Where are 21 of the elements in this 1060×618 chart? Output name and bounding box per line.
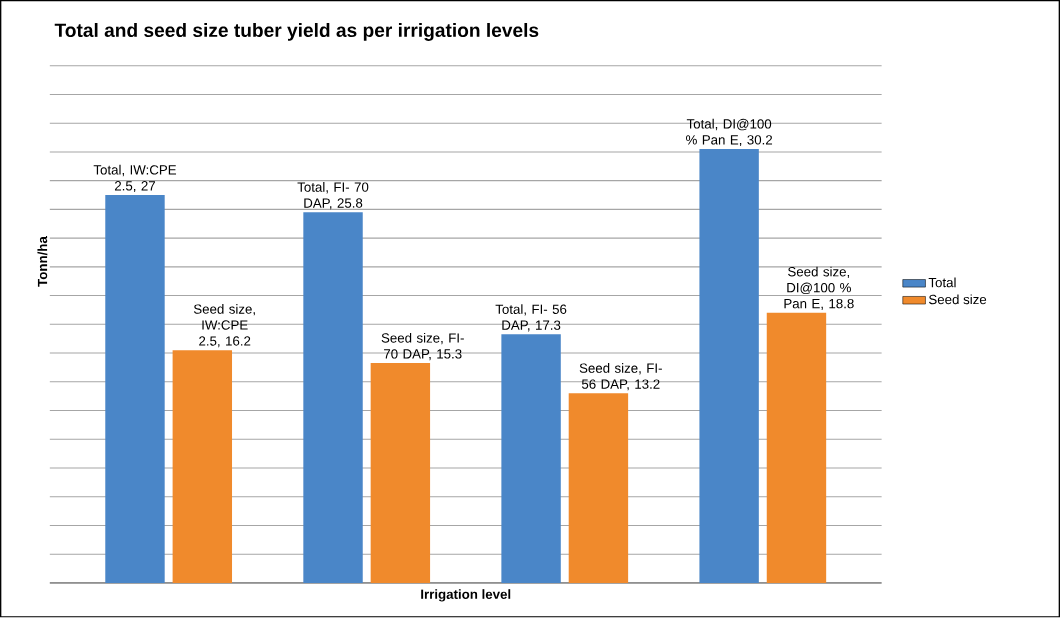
bar	[172, 350, 233, 584]
data-label: Total, FI- 70 DAP, 25.8	[297, 182, 369, 210]
bar	[766, 313, 827, 584]
legend-label: Total	[928, 277, 956, 288]
chart-title: Total and seed size tuber yield as per irrigation levels	[54, 23, 539, 42]
bar	[568, 393, 629, 584]
bar	[501, 334, 561, 584]
data-label: Seed size, FI- 56 DAP, 13.2	[579, 363, 662, 391]
data-label: Total, FI- 56 DAP, 17.3	[495, 304, 567, 332]
legend-label: Seed size	[929, 294, 987, 305]
bar	[105, 195, 165, 584]
data-label: Seed size, IW:CPE 2.5, 16.2	[193, 304, 255, 348]
bar	[699, 149, 759, 584]
data-label: Seed size, FI- 70 DAP, 15.3	[381, 333, 464, 361]
data-label: Total, DI@100 % Pan E, 30.2	[686, 119, 773, 147]
y-axis-title: Tonn/ha	[37, 236, 48, 287]
bar	[370, 363, 431, 584]
bar	[303, 212, 363, 584]
x-axis-title: Irrigation level	[421, 589, 511, 602]
data-label: Total, IW:CPE 2.5, 27	[93, 165, 177, 193]
data-label: Seed size, DI@100 % Pan E, 18.8	[784, 266, 854, 311]
